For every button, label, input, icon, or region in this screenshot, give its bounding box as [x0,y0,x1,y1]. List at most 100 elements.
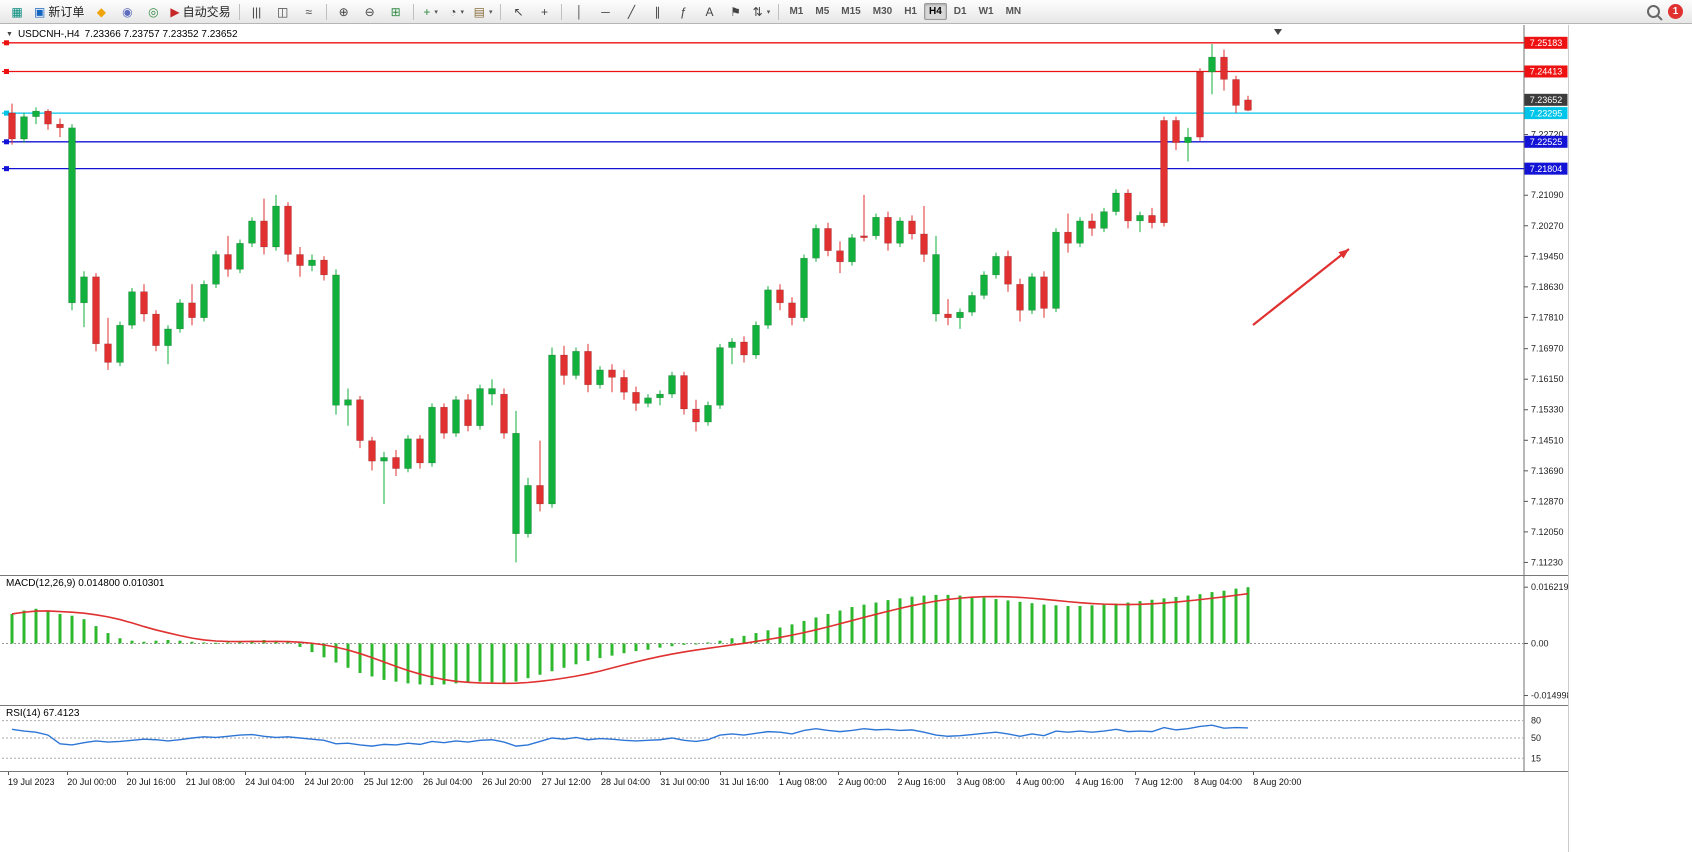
price-line-tag [1524,65,1568,78]
arrows-icon[interactable]: ⇅ ▾ [752,4,771,19]
time-label: 8 Aug 20:00 [1253,777,1302,787]
sync-icon[interactable]: ◎ [148,4,159,19]
time-axis-tick [363,772,365,775]
dropdown-caret-icon[interactable]: ▾ [460,8,464,16]
time-label: 20 Jul 00:00 [67,777,117,787]
time-label: 28 Jul 04:00 [601,777,651,787]
timeframe-m15[interactable]: M15 [841,6,861,17]
macd-chart[interactable]: 0.016219 0.00 -0.014998 [0,575,1568,705]
price-line-tag [1524,135,1568,148]
price-tick-label: 7.12870 [1531,496,1564,506]
macd-indicator-label: MACD(12,26,9) 0.014800 0.010301 [6,578,165,589]
timeframe-m30[interactable]: M30 [872,6,893,17]
lightning-icon[interactable]: ◆ [96,4,106,19]
current-price-label: 7.23652 [1530,95,1563,105]
timeframe-mn[interactable]: MN [1005,6,1022,17]
timeframe-m5[interactable]: M5 [815,6,830,17]
label-flag-icon[interactable]: ⚑ [730,4,741,19]
toolbar: ▦ ▣ 新订单 ◆ ◉ ◎ ▶ 自动交易 ||| ◫ ≈ ⊕ ⊖ ⊞ + ▾ ◔ ▾ ▤ ▾ ↖ + │ ─ ╱ ∥ ƒ A ⚑ ⇅ ▾ M1… [0,0,1692,24]
horizontal-line-icon[interactable]: ─ [601,4,610,19]
dropdown-caret-icon[interactable]: ▾ [488,8,493,16]
trendline-icon[interactable]: ╱ [627,4,636,19]
time-label: 27 Jul 12:00 [541,777,591,787]
fibonacci-icon[interactable]: ƒ [680,4,687,19]
chart-ohlc-values: 7.23366 7.23757 7.23352 7.23652 [84,29,238,40]
bar-chart-icon[interactable]: ||| [251,4,262,19]
zoom-in-icon[interactable]: ⊕ [338,4,349,19]
price-line-handle[interactable] [4,68,9,74]
toolbar-separator [238,3,240,20]
autotrading-button[interactable]: ▶ 自动交易 [167,2,233,22]
price-line-tag [1524,36,1568,49]
autotrading-button-label: 自动交易 [182,5,231,19]
time-axis-tick [719,772,721,775]
time-label: 8 Aug 04:00 [1194,777,1243,787]
crosshair-icon[interactable]: + [540,4,548,19]
templates-icon[interactable]: ▤ ▾ [473,4,493,19]
timeframe-h1[interactable]: H1 [904,6,917,17]
candlestick-chart[interactable]: 7.22720 7.21090 7.20270 7.19450 7.18630 7.178… [0,25,1568,575]
tile-windows-icon[interactable]: ⊞ [390,4,401,19]
price-line-handle[interactable] [4,110,9,116]
price-line-tag-label: 7.24413 [1530,67,1563,77]
price-line-tag-label: 7.21804 [1530,164,1563,174]
time-label: 1 Aug 08:00 [778,777,827,787]
macd-pane[interactable]: 0.016219 0.00 -0.014998 [0,575,1568,705]
candlestick-chart-icon[interactable]: ◫ [276,4,289,19]
new-order-button[interactable]: ▣ 新订单 [31,2,87,22]
macd-axis-label: 0.016219 [1531,582,1568,592]
price-tick-label: 7.11230 [1531,557,1563,567]
periods-clock-icon[interactable]: ◔ ▾ [449,4,464,19]
price-tick-label: 7.17810 [1531,312,1564,322]
notification-badge[interactable]: 1 [1668,4,1683,19]
vertical-line-icon[interactable]: │ [575,4,584,19]
zoom-out-icon[interactable]: ⊖ [364,4,375,19]
line-chart-icon[interactable]: ≈ [305,4,312,19]
text-icon[interactable]: A [705,4,714,19]
chart-window: ▼ USDCNH-,H4 7.23366 7.23757 7.23352 7.2… [0,25,1569,852]
price-tick-label: 7.21090 [1531,190,1564,200]
time-axis[interactable]: 19 Jul 2023 20 Jul 00:00 20 Jul 16:00 21 Ju… [0,771,1568,793]
collapse-chevron-icon[interactable]: ▼ [6,31,13,38]
toolbar-separator [778,3,780,20]
rsi-chart[interactable]: 80 50 15 [0,705,1568,771]
timeframe-h4[interactable]: H4 [923,3,947,20]
time-label: 31 Jul 16:00 [719,777,769,787]
toolbar-separator [500,3,502,20]
timeframe-m1[interactable]: M1 [789,6,804,17]
timeframe-d1[interactable]: D1 [953,6,967,17]
main-chart-pane[interactable]: 7.22720 7.21090 7.20270 7.19450 7.18630 7.178… [0,25,1568,575]
headset-icon[interactable]: ◉ [122,4,133,19]
time-label: 26 Jul 04:00 [423,777,473,787]
search-icon[interactable] [1647,5,1660,18]
current-price-tag [1524,93,1568,106]
time-axis-tick [601,772,602,775]
dropdown-caret-icon[interactable]: ▾ [434,8,438,16]
chart-shift-marker-icon [1274,29,1282,35]
time-axis-tick [541,772,543,775]
price-tick-label: 7.22720 [1531,130,1564,140]
time-label: 21 Jul 08:00 [185,777,235,787]
dropdown-caret-icon[interactable]: ▾ [766,8,771,16]
indicators-add-icon[interactable]: + ▾ [423,4,438,19]
time-label: 24 Jul 20:00 [304,777,354,787]
price-line-tag [1524,162,1568,175]
price-line-handle[interactable] [4,139,9,145]
channel-icon[interactable]: ∥ [654,4,661,19]
new-chart-icon[interactable]: ▦ [11,4,23,19]
price-line-tag-label: 7.22525 [1530,137,1563,147]
price-line-handle[interactable] [4,166,9,172]
cursor-icon[interactable]: ↖ [513,4,524,19]
timeframe-w1[interactable]: W1 [978,6,994,17]
toolbar-separator [412,3,414,20]
rsi-pane[interactable]: 80 50 15 [0,705,1568,771]
price-tick-label: 7.15330 [1531,405,1564,415]
macd-axis-label: 0.00 [1531,638,1549,648]
time-axis-tick [185,772,187,775]
new-order-button-label: 新订单 [48,5,85,19]
price-line-handle[interactable] [4,40,9,46]
time-axis-tick [778,772,780,775]
chart-symbol-period: USDCNH-,H4 [17,29,80,40]
toolbar-separator [325,3,327,20]
price-tick-label: 7.14510 [1531,435,1564,445]
